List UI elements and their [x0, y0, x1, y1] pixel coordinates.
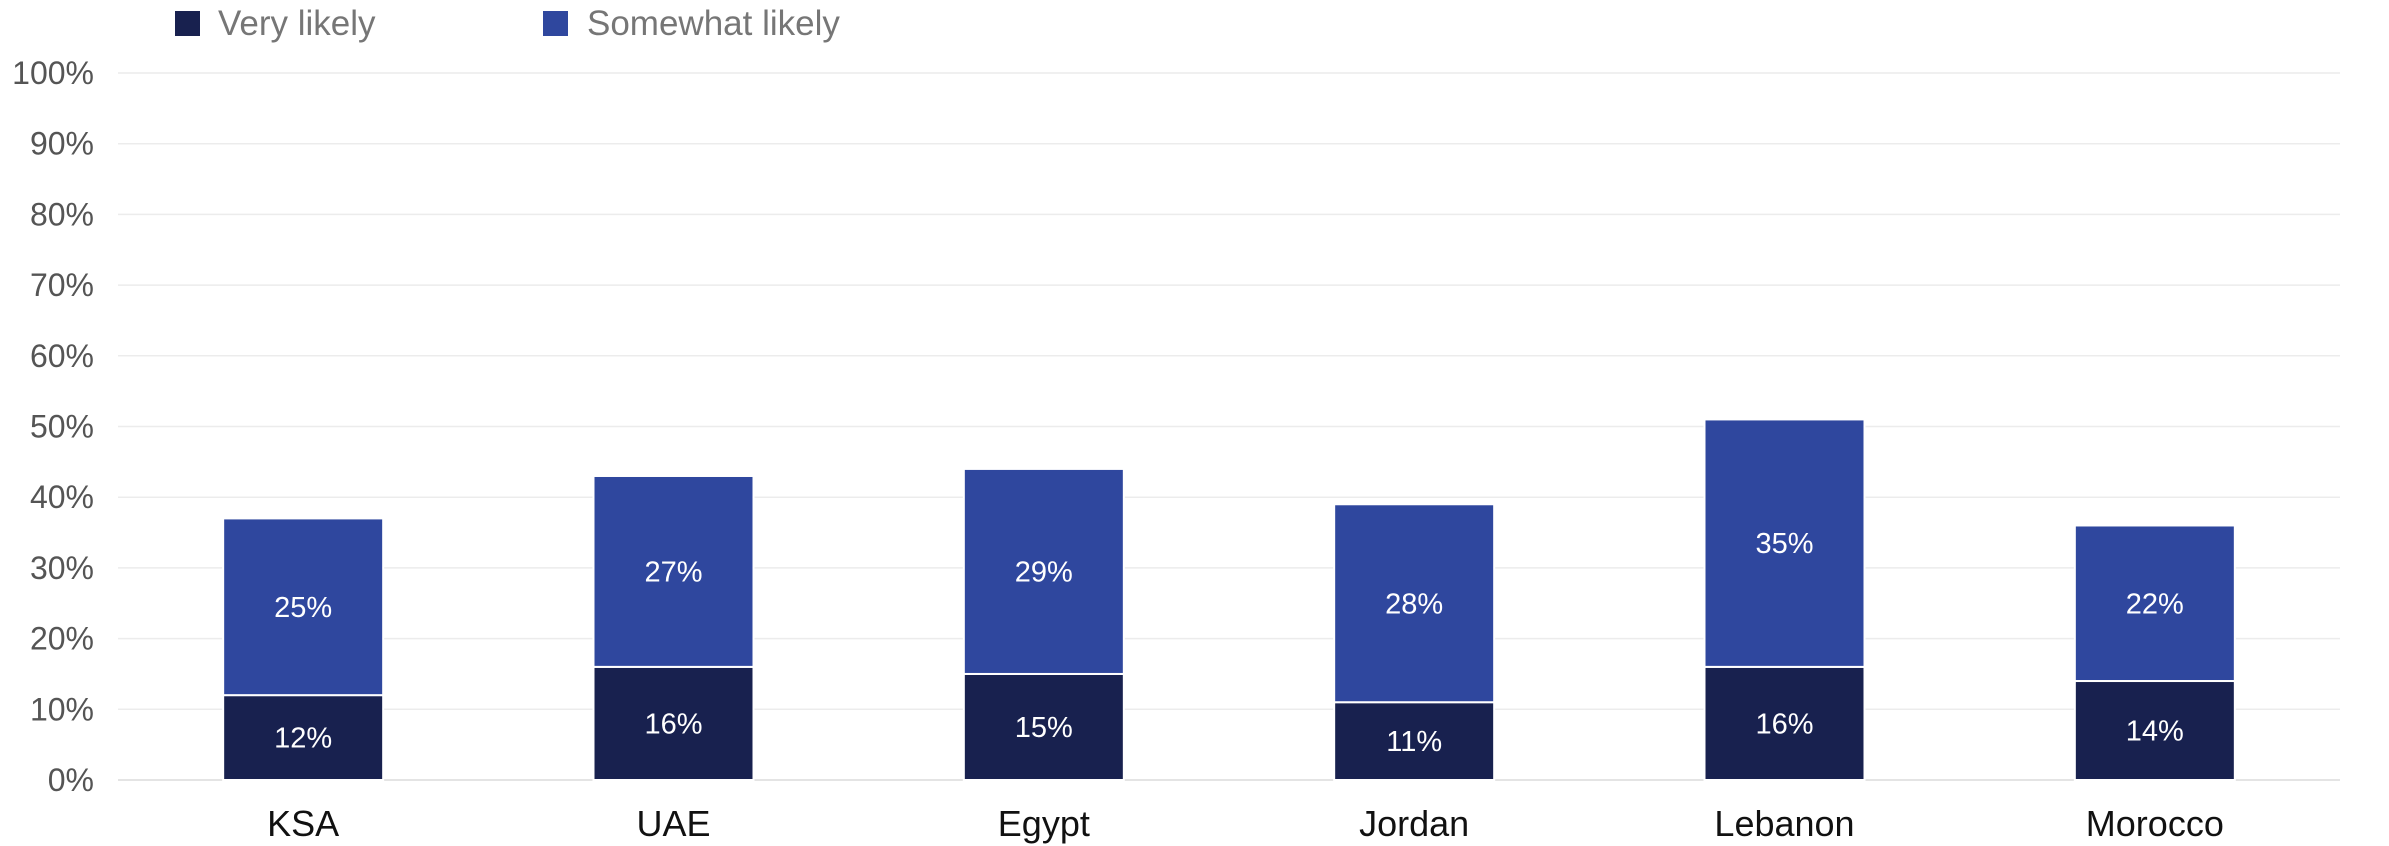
bar-lebanon-somewhat-likely — [1703, 418, 1866, 668]
bar-jordan-somewhat-likely — [1333, 503, 1496, 704]
data-label: 25% — [274, 592, 332, 624]
data-label: 12% — [274, 723, 332, 755]
legend: Very likely Somewhat likely — [175, 4, 840, 43]
legend-label-somewhat-likely: Somewhat likely — [587, 4, 840, 43]
data-label: 16% — [1755, 708, 1813, 740]
bar-morocco-very-likely — [2073, 680, 2236, 782]
x-tick-label: UAE — [636, 803, 710, 844]
data-label: 15% — [1015, 712, 1073, 744]
y-tick-label: 10% — [30, 691, 94, 727]
y-tick-label: 80% — [30, 196, 94, 232]
bar-uae-somewhat-likely — [592, 474, 755, 668]
y-tick-label: 100% — [12, 55, 94, 91]
y-tick-label: 90% — [30, 126, 94, 162]
data-label: 11% — [1386, 726, 1442, 758]
x-tick-label: KSA — [267, 803, 339, 844]
bars — [222, 418, 2236, 782]
bar-uae-very-likely — [592, 665, 755, 782]
data-label: 14% — [2126, 716, 2184, 748]
data-labels: 12% 25% 16% 27% 15% 29% 11% 28% 16% 35% 14% 22% — [274, 528, 2184, 758]
bar-morocco-somewhat-likely — [2073, 524, 2236, 683]
x-tick-label: Lebanon — [1714, 803, 1854, 844]
legend-swatch-very-likely — [175, 11, 200, 36]
y-tick-label: 60% — [30, 338, 94, 374]
data-label: 28% — [1385, 588, 1443, 620]
gridlines — [118, 72, 2340, 781]
y-tick-label: 70% — [30, 267, 94, 303]
bar-egypt-very-likely — [962, 672, 1125, 782]
y-tick-label: 50% — [30, 409, 94, 445]
bar-egypt-somewhat-likely — [962, 467, 1125, 675]
data-label: 27% — [644, 556, 702, 588]
y-axis: 0% 10% 20% 30% 40% 50% 60% 70% 80% 90% 100% — [12, 55, 94, 798]
bar-ksa-somewhat-likely — [222, 517, 385, 697]
x-axis: KSA UAE Egypt Jordan Lebanon Morocco — [267, 803, 2224, 844]
y-tick-label: 30% — [30, 550, 94, 586]
data-label: 35% — [1755, 528, 1813, 560]
legend-swatch-somewhat-likely — [543, 11, 568, 36]
data-label: 16% — [644, 708, 702, 740]
y-tick-label: 40% — [30, 479, 94, 515]
data-label: 22% — [2126, 588, 2184, 620]
legend-label-very-likely: Very likely — [218, 4, 376, 43]
bar-ksa-very-likely — [222, 694, 385, 781]
x-tick-label: Egypt — [998, 803, 1090, 844]
x-tick-label: Jordan — [1359, 803, 1469, 844]
y-tick-label: 20% — [30, 621, 94, 657]
y-tick-label: 0% — [48, 762, 94, 798]
data-label: 29% — [1015, 556, 1073, 588]
x-tick-label: Morocco — [2086, 803, 2224, 844]
bar-lebanon-very-likely — [1703, 665, 1866, 782]
